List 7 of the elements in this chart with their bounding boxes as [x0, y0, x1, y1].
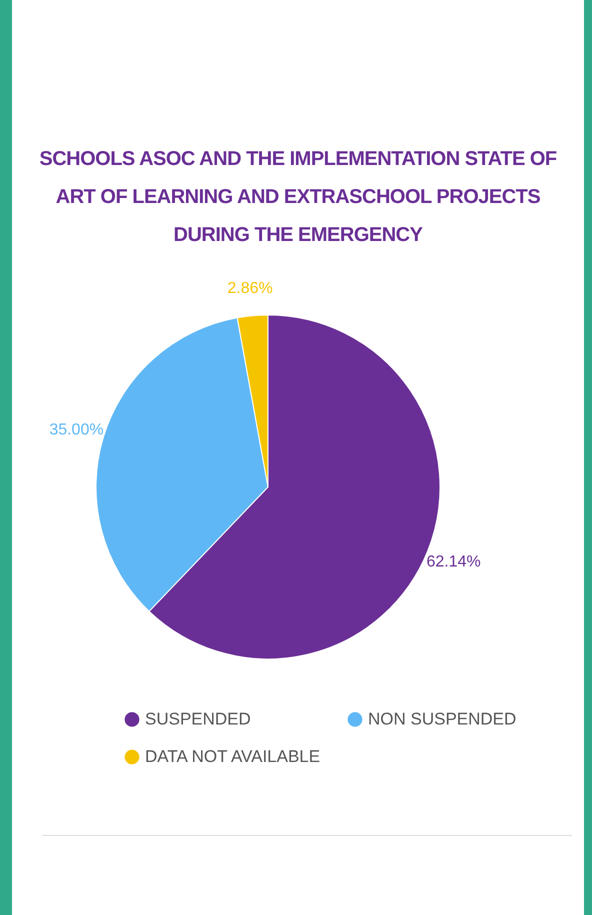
data-label: 2.86% [227, 280, 273, 297]
data-label: 35.00% [49, 422, 104, 439]
chart-title: SCHOOLS ASOC AND THE IMPLEMENTATION STATE OF ART OF LEARNING AND EXTRASCHOOL PROJECTS DURING THE EMERGENCY [38, 147, 558, 248]
legend-label: SUSPENDED [145, 709, 251, 728]
legend-label: NON SUSPENDED [368, 709, 516, 728]
legend-label: DATA NOT AVAILABLE [145, 747, 320, 766]
data-label: 62.14% [426, 553, 481, 570]
